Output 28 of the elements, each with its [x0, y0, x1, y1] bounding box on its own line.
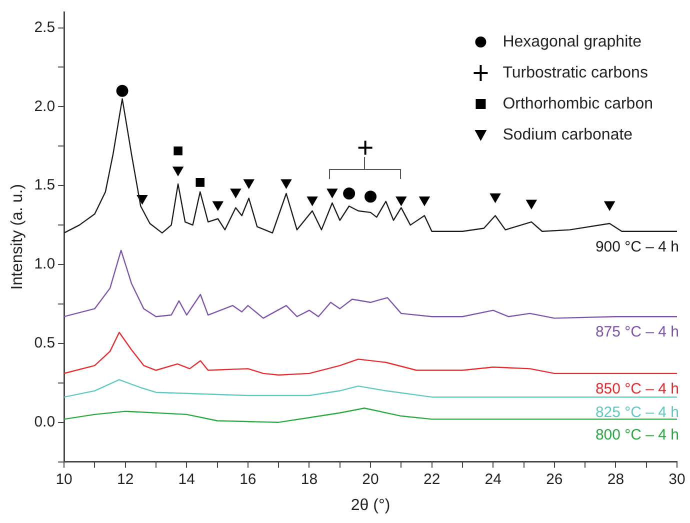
series-label: 850 °C – 4 h [595, 380, 679, 398]
legend-label: Sodium carbonate [502, 126, 633, 144]
x-tick-label: 24 [484, 470, 502, 488]
x-tick-label: 28 [607, 470, 624, 488]
x-tick-label: 12 [117, 470, 134, 488]
series-label: 800 °C – 4 h [595, 426, 679, 444]
x-axis-title: 2θ (°) [350, 496, 390, 514]
x-tick-label: 30 [668, 470, 686, 488]
y-tick-label: 0.5 [34, 334, 56, 352]
x-tick-label: 16 [240, 470, 256, 488]
legend-label: Orthorhombic carbon [502, 95, 654, 112]
y-tick-label: 0.0 [34, 413, 56, 430]
series-label: 825 °C – 4 h [595, 404, 679, 422]
x-tick-label: 26 [546, 470, 563, 488]
x-tick-label: 10 [56, 470, 72, 488]
y-tick-label: 2.5 [34, 18, 56, 36]
legend-label: Turbostratic carbons [502, 64, 648, 82]
x-tick-label: 22 [423, 470, 440, 488]
y-tick-label: 1.0 [34, 256, 56, 273]
x-tick-label: 20 [362, 470, 379, 488]
series-label: 900 °C – 4 h [595, 238, 679, 256]
x-tick-label: 14 [178, 470, 195, 488]
series-label: 875 °C – 4 h [595, 324, 679, 341]
x-tick-label: 18 [300, 470, 318, 488]
y-axis-title: Intensity (a. u.) [9, 184, 26, 290]
y-tick-label: 1.5 [34, 176, 56, 194]
y-tick-label: 2.0 [34, 98, 56, 115]
legend-label: Hexagonal graphite [502, 33, 642, 50]
